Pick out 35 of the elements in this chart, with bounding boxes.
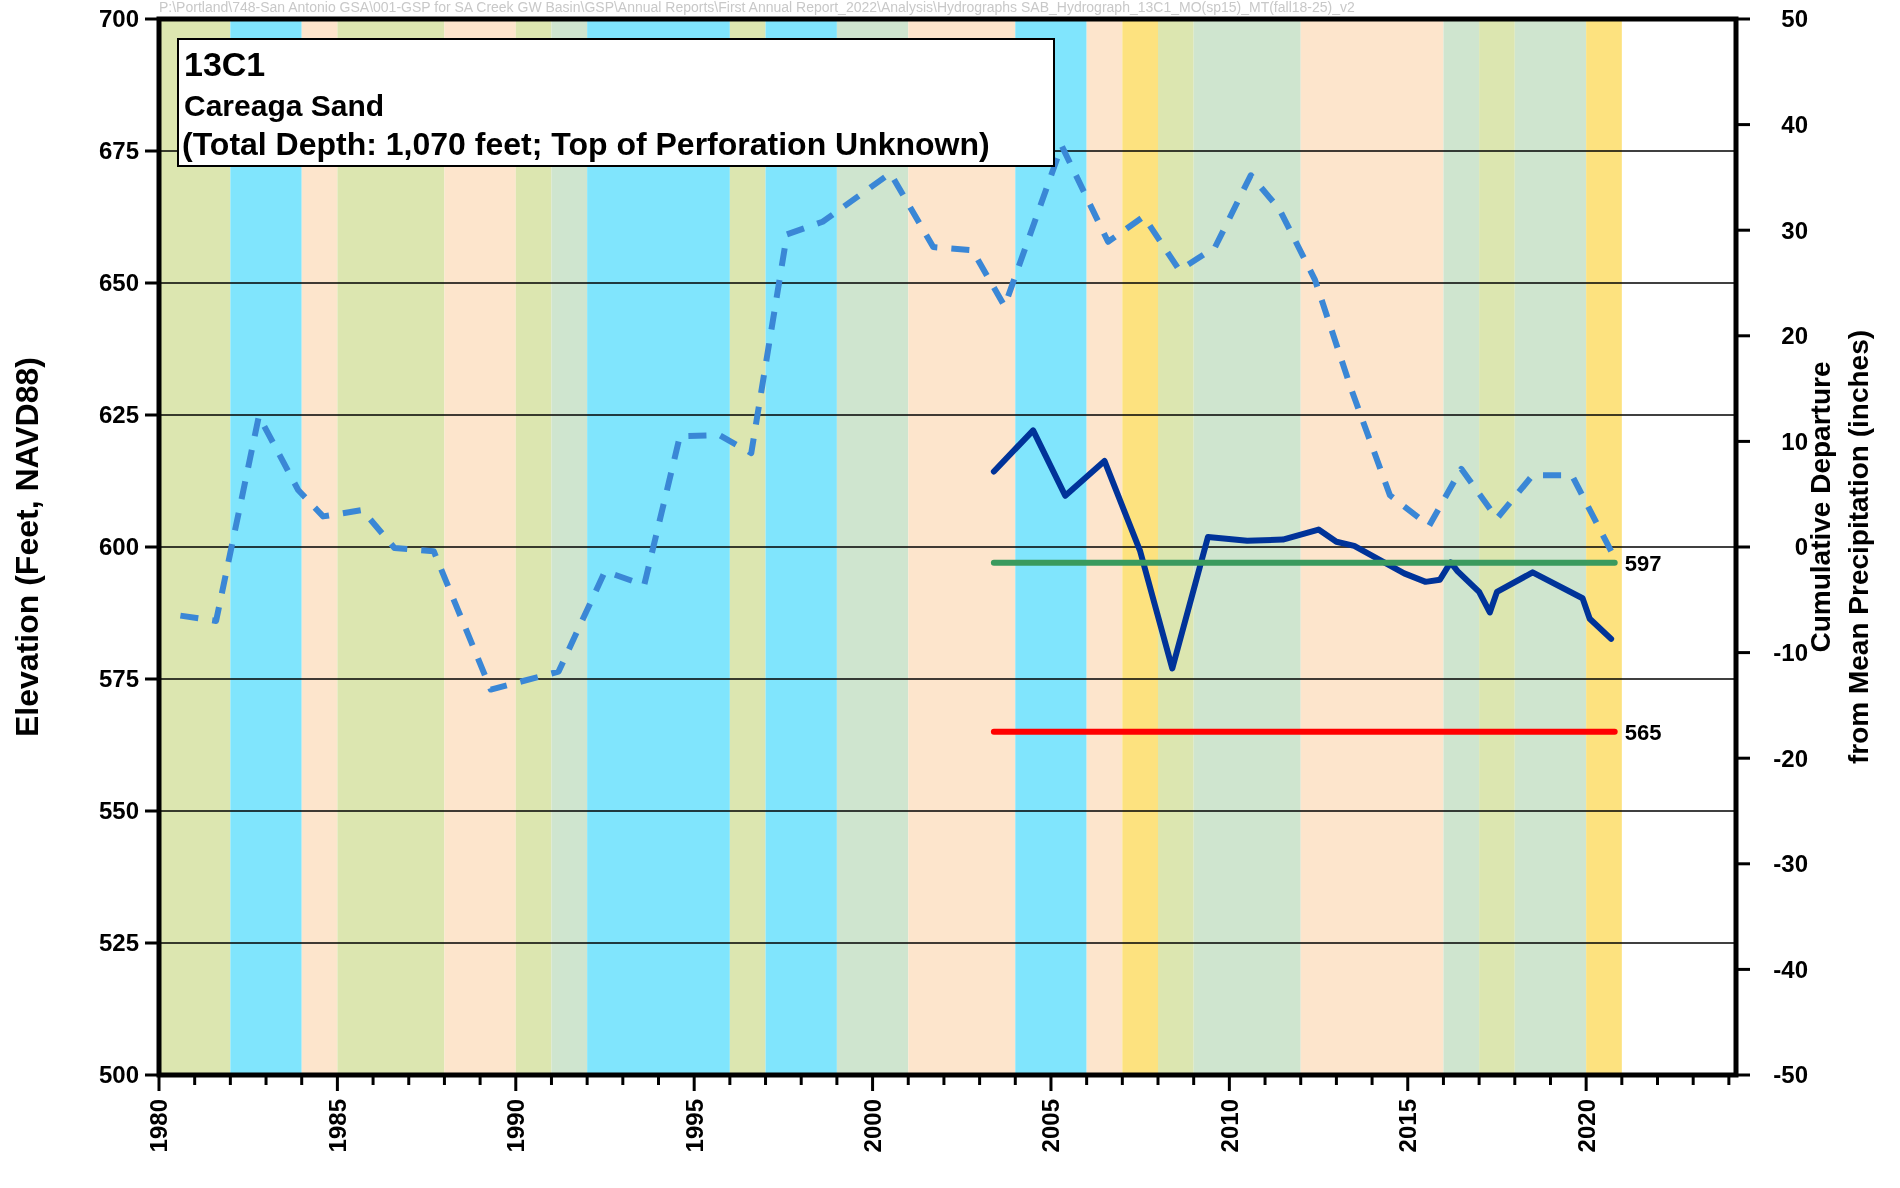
x-tick-label: 2005 [1037, 1099, 1065, 1153]
y2-tick-label: -30 [1773, 850, 1808, 878]
x-tick-label: 2010 [1215, 1099, 1243, 1153]
y-tick-label: 650 [98, 269, 139, 297]
y-tick-label: 575 [98, 665, 139, 693]
y-tick-label: 525 [98, 929, 139, 957]
y-tick-label: 600 [98, 533, 139, 561]
y2-tick-label: 10 [1781, 427, 1808, 455]
y-tick-label: 500 [98, 1061, 139, 1089]
y2-tick-label: -50 [1773, 1061, 1808, 1089]
y2-tick-label: 30 [1781, 216, 1808, 244]
text: Careaga Sand [184, 89, 385, 122]
x-tick-label: 1985 [323, 1099, 351, 1153]
x-tick-label: 2015 [1394, 1099, 1422, 1153]
y2-tick-label: 50 [1781, 5, 1808, 33]
y-axis-title: Elevation (Feet, NAVD88) [9, 357, 45, 737]
x-tick-label: 1995 [680, 1099, 708, 1153]
y2-tick-label: 40 [1781, 111, 1808, 138]
y2-tick-label: -40 [1773, 955, 1808, 983]
y2-tick-label: 20 [1781, 322, 1808, 350]
y-tick-label: 675 [98, 137, 139, 165]
x-tick-label: 1980 [145, 1099, 173, 1153]
x-tick-label: 2020 [1572, 1099, 1600, 1153]
y-tick-label: 625 [98, 401, 139, 429]
y2-tick-label: 0 [1794, 533, 1808, 561]
y-tick-label: 700 [98, 5, 139, 33]
text: 13C1 [184, 45, 266, 83]
y-tick-label: 550 [98, 797, 139, 825]
x-tick-label: 1990 [502, 1099, 530, 1153]
data-label: 565 [1624, 719, 1662, 745]
annotation: (Total Depth: 1,070 feet; Top of Perforation Unknown) [182, 126, 990, 162]
x-tick-label: 2000 [858, 1099, 886, 1153]
y2-tick-label: -20 [1773, 744, 1808, 772]
y2-tick-label: -10 [1773, 639, 1808, 666]
data-label: 597 [1624, 550, 1662, 576]
